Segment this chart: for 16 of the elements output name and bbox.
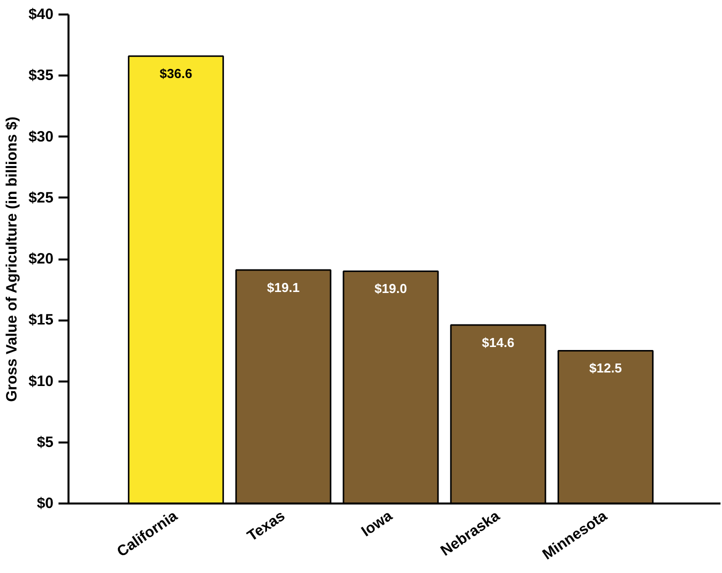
y-tick-label: $15 (28, 312, 54, 329)
x-tick-label: Iowa (358, 507, 396, 540)
y-tick-label: $0 (36, 495, 54, 512)
data-label: $12.5 (589, 360, 622, 376)
y-tick-label: $40 (28, 6, 54, 23)
data-label: $14.6 (482, 335, 514, 350)
y-tick-label: $35 (28, 67, 54, 84)
y-tick-label: $30 (28, 128, 54, 146)
data-label: $19.1 (267, 280, 300, 296)
y-tick-label: $10 (28, 372, 54, 390)
y-axis-title: Gross Value of Agriculture (in billions $) (3, 116, 20, 402)
data-label: $19.0 (374, 281, 408, 296)
y-tick-label: $25 (28, 189, 54, 206)
y-tick-label: $5 (36, 434, 54, 451)
data-label: $36.6 (160, 66, 192, 82)
y-tick-label: $20 (28, 250, 54, 268)
